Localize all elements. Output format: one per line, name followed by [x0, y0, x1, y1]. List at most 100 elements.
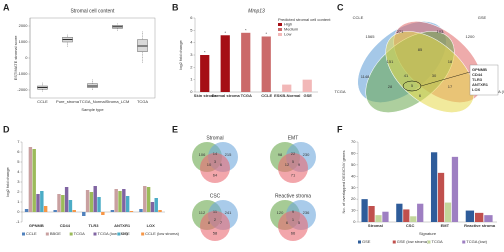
x-tick-label: CD44	[60, 223, 71, 228]
x-tick-label: CCLE	[261, 93, 272, 98]
bar	[40, 191, 44, 212]
y-tick-label: 60	[351, 150, 356, 155]
gene-label: ANTXR1	[472, 82, 489, 87]
y-tick-label: 0	[17, 209, 20, 214]
y-tick-label: -1000	[17, 71, 28, 76]
legend-swatch	[278, 23, 282, 26]
bar	[261, 36, 271, 92]
bar	[68, 200, 73, 212]
venn-count: 2	[214, 217, 217, 222]
bar	[465, 210, 475, 222]
venn-count: 5	[411, 83, 414, 88]
y-axis-label: ESTIMATE stromal score	[13, 35, 18, 81]
bar	[375, 215, 382, 222]
y-tick-label: 0	[25, 55, 28, 60]
panel-label: D	[3, 124, 10, 134]
legend-swatch	[45, 232, 49, 236]
y-axis-label: No. of overlapped DEG/CNV genes	[341, 151, 346, 214]
x-tick-label: Stromal	[368, 223, 383, 228]
bar	[101, 212, 105, 215]
y-tick-label: 7	[17, 139, 20, 144]
venn-count: 3	[214, 159, 217, 164]
venn-count: 120	[277, 210, 284, 215]
venn-set	[278, 153, 308, 183]
gene-box	[469, 64, 499, 96]
venn-set-label: TCGA	[334, 89, 345, 94]
y-tick-label: 3	[17, 179, 20, 184]
bar	[417, 203, 424, 222]
venn-set-label: GSE	[478, 15, 487, 20]
legend-label: BBGE	[50, 231, 61, 236]
venn-count: 6	[419, 93, 422, 98]
y-axis-label: log2 fold change	[5, 167, 10, 197]
legend-swatch	[141, 232, 145, 236]
significance: *	[265, 31, 267, 36]
venn-count: 1	[292, 217, 295, 222]
x-axis-label: Sample type	[81, 107, 104, 112]
y-tick-label: 5	[17, 159, 20, 164]
venn-count: 112	[199, 210, 206, 215]
bar	[64, 187, 69, 212]
bar	[32, 149, 36, 212]
x-tick-label: TLR3	[89, 223, 100, 228]
bar	[302, 79, 312, 92]
bar	[61, 195, 65, 212]
gene-label: TLR3	[472, 77, 483, 82]
x-tick-label: LOX	[147, 223, 156, 228]
legend-label: CCLE (low stroma)	[145, 231, 179, 236]
bar	[43, 206, 48, 212]
legend-swatch	[462, 240, 466, 244]
venn-count: 18	[448, 59, 453, 64]
legend-swatch	[427, 240, 431, 244]
bar	[72, 210, 76, 212]
venn-count: 1148	[361, 74, 370, 79]
x-tick-label: TCGA	[137, 99, 148, 104]
bar	[85, 190, 90, 212]
x-tick-label: EMT	[441, 223, 450, 228]
bar	[97, 197, 101, 212]
venn-count: 85	[418, 47, 423, 52]
y-tick-label: 5	[190, 27, 193, 32]
venn-count: 41	[404, 73, 409, 78]
panel-label: F	[337, 124, 343, 134]
bar	[110, 210, 115, 212]
significance: *	[204, 50, 206, 55]
legend-label: Low	[284, 32, 291, 37]
venn-set	[200, 153, 230, 183]
y-tick-label: 4	[17, 169, 20, 174]
legend-label: High	[284, 22, 292, 27]
chart-title: Mmp13	[248, 8, 265, 14]
bar	[474, 212, 484, 222]
venn-count: 241	[225, 210, 232, 215]
legend-swatch	[358, 240, 361, 244]
bar	[57, 194, 61, 212]
bar	[28, 147, 33, 212]
y-tick-label: 0	[190, 89, 193, 94]
legend-swatch	[93, 232, 97, 236]
gene-label: GPNMB	[472, 67, 487, 72]
legend-label: Medium	[284, 27, 299, 32]
venn-count: 106	[199, 152, 206, 157]
significance: *	[224, 30, 226, 35]
bar	[154, 198, 158, 212]
panel-label: A	[3, 2, 10, 12]
venn-set	[278, 211, 308, 241]
venn-count: 66	[291, 231, 296, 236]
bar	[89, 192, 94, 212]
panel-label: B	[172, 2, 179, 12]
bar	[53, 210, 57, 212]
bar	[118, 191, 122, 212]
y-tick-label: 1	[17, 199, 20, 204]
x-axis-label: Signature	[419, 231, 437, 236]
legend-title: Predicted stromal cell content	[278, 17, 331, 22]
venn-title: Stromal	[206, 135, 223, 141]
venn-count: 10	[207, 162, 212, 167]
venn-count: 5	[298, 220, 301, 225]
venn-count: 5	[292, 159, 295, 164]
bar	[220, 35, 230, 92]
venn-count: 11	[213, 209, 218, 214]
venn-count: 98	[278, 152, 283, 157]
bar	[93, 186, 97, 212]
x-tick-label: GPNMB	[29, 223, 44, 228]
